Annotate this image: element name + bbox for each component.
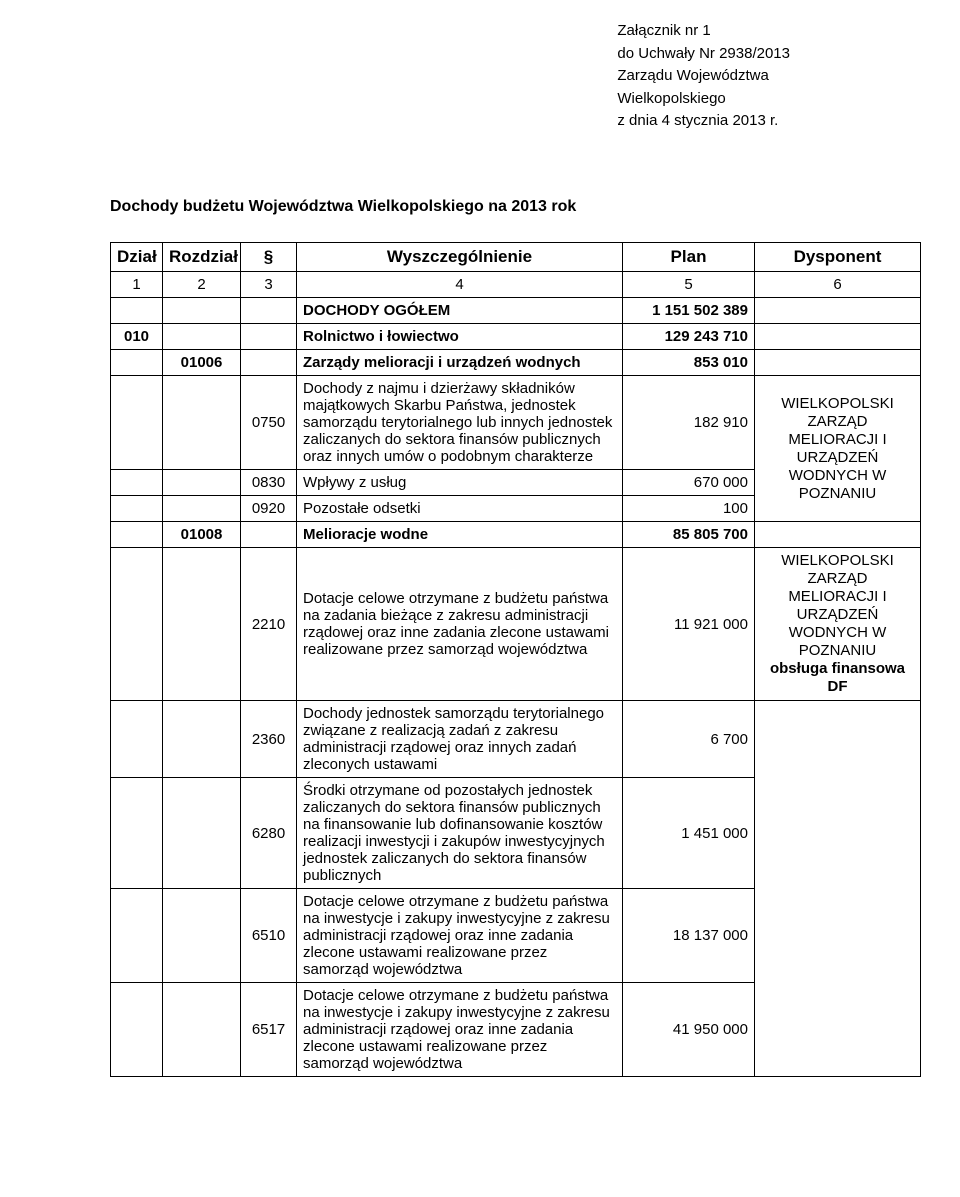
colnum: 2	[163, 272, 241, 298]
cell-plan: 6 700	[623, 701, 755, 778]
cell-par: 2210	[241, 548, 297, 701]
cell-dysponent: WIELKOPOLSKI ZARZĄD MELIORACJI I URZĄDZE…	[755, 548, 921, 701]
cell	[111, 376, 163, 470]
cell-label: DOCHODY OGÓŁEM	[297, 298, 623, 324]
cell	[241, 298, 297, 324]
cell-label: Dochody z najmu i dzierżawy składników m…	[297, 376, 623, 470]
cell-plan: 182 910	[623, 376, 755, 470]
attachment-line: Wielkopolskiego	[617, 88, 790, 111]
cell-label: Zarządy melioracji i urządzeń wodnych	[297, 350, 623, 376]
attachment-block: Załącznik nr 1 do Uchwały Nr 2938/2013 Z…	[617, 20, 790, 133]
table-header-row: Dział Rozdział § Wyszczególnienie Plan D…	[111, 243, 921, 272]
cell-par: 0920	[241, 496, 297, 522]
row-dzial-010: 010 Rolnictwo i łowiectwo 129 243 710	[111, 324, 921, 350]
cell	[163, 376, 241, 470]
attachment-line: Zarządu Województwa	[617, 65, 790, 88]
cell-par: 0830	[241, 470, 297, 496]
dysp-line-bold: obsługa finansowa DF	[770, 660, 905, 695]
colnum: 6	[755, 272, 921, 298]
col-dzial: Dział	[111, 243, 163, 272]
cell	[755, 522, 921, 548]
cell	[111, 701, 163, 778]
budget-table: Dział Rozdział § Wyszczególnienie Plan D…	[110, 242, 921, 1077]
row-par-2210: 2210 Dotacje celowe otrzymane z budżetu …	[111, 548, 921, 701]
col-dysponent: Dysponent	[755, 243, 921, 272]
cell	[111, 298, 163, 324]
col-wyszczegolnienie: Wyszczególnienie	[297, 243, 623, 272]
attachment-line: z dnia 4 stycznia 2013 r.	[617, 110, 790, 133]
cell-rozdzial: 01006	[163, 350, 241, 376]
cell-dysponent: WIELKOPOLSKI ZARZĄD MELIORACJI I URZĄDZE…	[755, 376, 921, 522]
cell-plan: 41 950 000	[623, 983, 755, 1077]
cell-label: Wpływy z usług	[297, 470, 623, 496]
cell-plan: 670 000	[623, 470, 755, 496]
cell	[111, 983, 163, 1077]
col-plan: Plan	[623, 243, 755, 272]
cell	[111, 496, 163, 522]
cell-plan: 100	[623, 496, 755, 522]
colnum: 5	[623, 272, 755, 298]
cell-label: Dotacje celowe otrzymane z budżetu państ…	[297, 548, 623, 701]
table-header-numbers: 1 2 3 4 5 6	[111, 272, 921, 298]
row-dochody-ogolem: DOCHODY OGÓŁEM 1 151 502 389	[111, 298, 921, 324]
cell-label: Dotacje celowe otrzymane z budżetu państ…	[297, 889, 623, 983]
cell-dysponent-empty	[755, 701, 921, 1077]
cell-dzial: 010	[111, 324, 163, 350]
cell-par: 6510	[241, 889, 297, 983]
attachment-line: do Uchwały Nr 2938/2013	[617, 43, 790, 66]
page: Załącznik nr 1 do Uchwały Nr 2938/2013 Z…	[0, 0, 960, 1197]
cell	[111, 350, 163, 376]
cell	[241, 350, 297, 376]
colnum: 1	[111, 272, 163, 298]
cell-plan: 18 137 000	[623, 889, 755, 983]
colnum: 4	[297, 272, 623, 298]
cell	[111, 889, 163, 983]
cell-plan: 85 805 700	[623, 522, 755, 548]
row-rozdzial-01006: 01006 Zarządy melioracji i urządzeń wodn…	[111, 350, 921, 376]
cell	[163, 470, 241, 496]
cell	[755, 350, 921, 376]
colnum: 3	[241, 272, 297, 298]
cell-label: Środki otrzymane od pozostałych jednoste…	[297, 778, 623, 889]
cell	[163, 701, 241, 778]
cell	[163, 324, 241, 350]
cell-par: 2360	[241, 701, 297, 778]
cell-par: 6517	[241, 983, 297, 1077]
cell-label: Dotacje celowe otrzymane z budżetu państ…	[297, 983, 623, 1077]
cell	[111, 522, 163, 548]
cell	[163, 496, 241, 522]
cell	[755, 324, 921, 350]
cell	[163, 298, 241, 324]
cell	[163, 778, 241, 889]
cell	[111, 548, 163, 701]
cell	[241, 324, 297, 350]
cell	[163, 983, 241, 1077]
col-rozdzial: Rozdział	[163, 243, 241, 272]
cell-plan: 129 243 710	[623, 324, 755, 350]
cell-label: Pozostałe odsetki	[297, 496, 623, 522]
col-paragraf: §	[241, 243, 297, 272]
cell	[111, 778, 163, 889]
cell	[163, 548, 241, 701]
cell-label: Dochody jednostek samorządu terytorialne…	[297, 701, 623, 778]
cell-par: 6280	[241, 778, 297, 889]
row-par-2360: 2360 Dochody jednostek samorządu terytor…	[111, 701, 921, 778]
dysp-line: WIELKOPOLSKI ZARZĄD MELIORACJI I URZĄDZE…	[781, 552, 894, 659]
cell-par: 0750	[241, 376, 297, 470]
cell-label: Rolnictwo i łowiectwo	[297, 324, 623, 350]
cell-rozdzial: 01008	[163, 522, 241, 548]
cell	[241, 522, 297, 548]
row-rozdzial-01008: 01008 Melioracje wodne 85 805 700	[111, 522, 921, 548]
cell-label: Melioracje wodne	[297, 522, 623, 548]
cell-plan: 11 921 000	[623, 548, 755, 701]
cell	[111, 470, 163, 496]
row-par-0750: 0750 Dochody z najmu i dzierżawy składni…	[111, 376, 921, 470]
cell-plan: 853 010	[623, 350, 755, 376]
document-title: Dochody budżetu Województwa Wielkopolski…	[110, 198, 920, 216]
cell-plan: 1 151 502 389	[623, 298, 755, 324]
cell	[163, 889, 241, 983]
cell	[755, 298, 921, 324]
attachment-line: Załącznik nr 1	[617, 20, 790, 43]
cell-plan: 1 451 000	[623, 778, 755, 889]
